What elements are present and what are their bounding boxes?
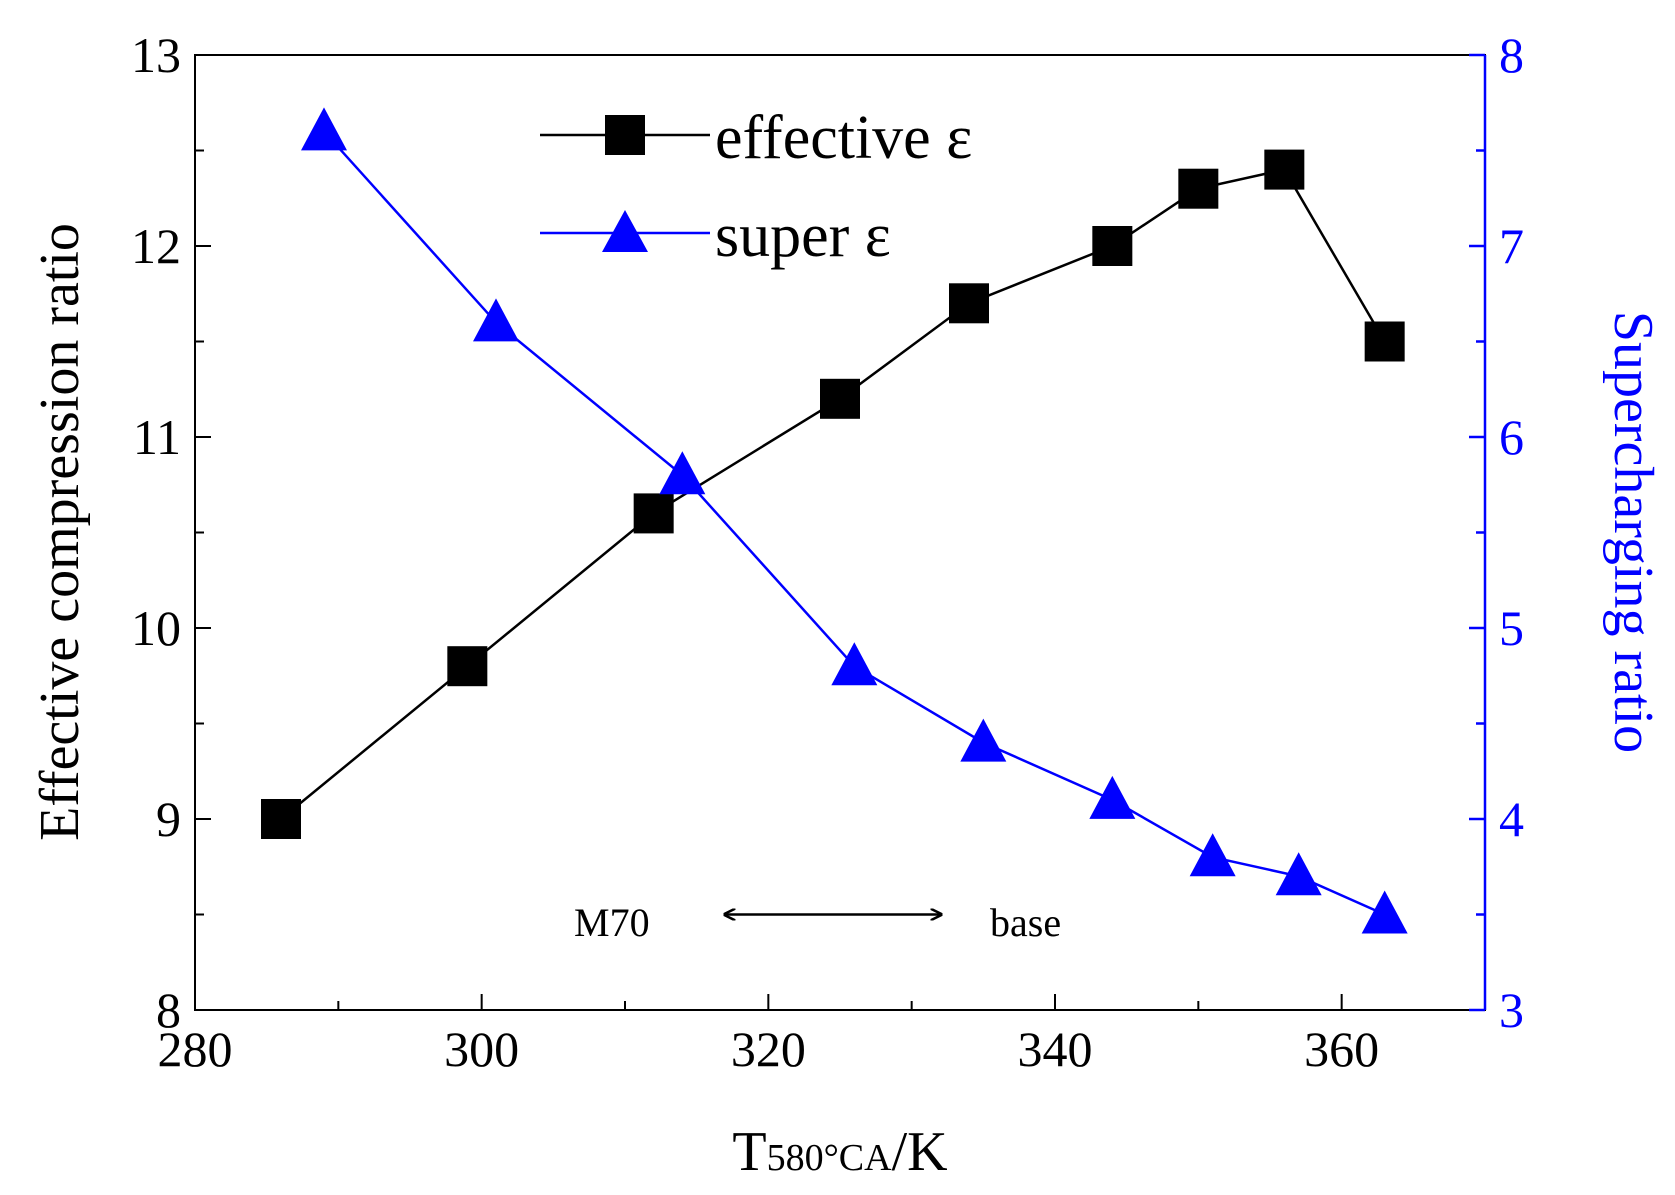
- y-left-axis-ticks: 8 9 10 11 12 13: [131, 27, 211, 1038]
- data-point-triangle: [473, 298, 519, 342]
- y-right-tick-label: 8: [1499, 27, 1524, 83]
- x-tick-label: 280: [158, 1021, 233, 1077]
- y-right-axis-ticks: 3 4 5 6 7 8: [1469, 27, 1524, 1038]
- legend-marker-triangle: [602, 210, 648, 252]
- data-point-square: [1264, 149, 1305, 190]
- data-point-triangle: [1189, 833, 1236, 877]
- data-point-triangle: [1089, 775, 1136, 819]
- data-point-square: [633, 493, 674, 534]
- data-point-square: [949, 283, 989, 324]
- annotation-m70: M70: [574, 900, 650, 945]
- y-right-tick-label: 3: [1499, 982, 1524, 1038]
- y-left-tick-label: 8: [156, 982, 181, 1038]
- x-tick-label: 300: [444, 1021, 519, 1077]
- x-axis-ticks: 280 300 320 340 360: [158, 994, 1379, 1077]
- y-right-tick-label: 7: [1499, 218, 1524, 274]
- legend: effective ε super ε: [540, 104, 972, 270]
- x-axis-title: T580°CA/K: [732, 1121, 947, 1183]
- x-axis-title-sub: 580°CA: [767, 1137, 893, 1179]
- data-point-square: [261, 799, 301, 839]
- x-axis-title-unit: /K: [892, 1121, 948, 1183]
- data-point-triangle: [1361, 890, 1408, 934]
- legend-label-super: super ε: [715, 202, 891, 270]
- y-right-tick-label: 4: [1499, 791, 1524, 847]
- y-right-tick-label: 6: [1499, 409, 1524, 465]
- data-point-triangle: [831, 642, 878, 686]
- x-tick-label: 360: [1304, 1021, 1379, 1077]
- data-point-square: [820, 378, 860, 419]
- y-left-tick-label: 10: [131, 600, 181, 656]
- y-left-axis-title: Effective compression ratio: [29, 223, 91, 841]
- y-right-tick-label: 5: [1499, 600, 1524, 656]
- data-point-triangle: [960, 718, 1007, 762]
- y-left-tick-label: 12: [131, 218, 181, 274]
- legend-marker-square: [605, 115, 645, 155]
- data-point-triangle: [1275, 852, 1322, 896]
- x-tick-label: 340: [1018, 1021, 1093, 1077]
- y-right-axis-title: Supercharging ratio: [1602, 311, 1664, 753]
- data-point-square: [447, 646, 488, 687]
- data-point-triangle: [659, 451, 706, 495]
- annotation-base: base: [990, 900, 1061, 945]
- y-left-tick-label: 13: [131, 27, 181, 83]
- y-left-tick-label: 9: [156, 791, 181, 847]
- x-axis-title-main: T: [732, 1121, 766, 1183]
- y-left-tick-label: 11: [133, 409, 181, 465]
- data-point-square: [1364, 321, 1405, 362]
- legend-label-effective: effective ε: [715, 104, 972, 172]
- series-layer: [261, 107, 1408, 934]
- x-tick-label: 320: [731, 1021, 806, 1077]
- data-point-square: [1178, 168, 1219, 209]
- data-point-triangle: [301, 107, 347, 151]
- data-point-square: [1092, 226, 1133, 266]
